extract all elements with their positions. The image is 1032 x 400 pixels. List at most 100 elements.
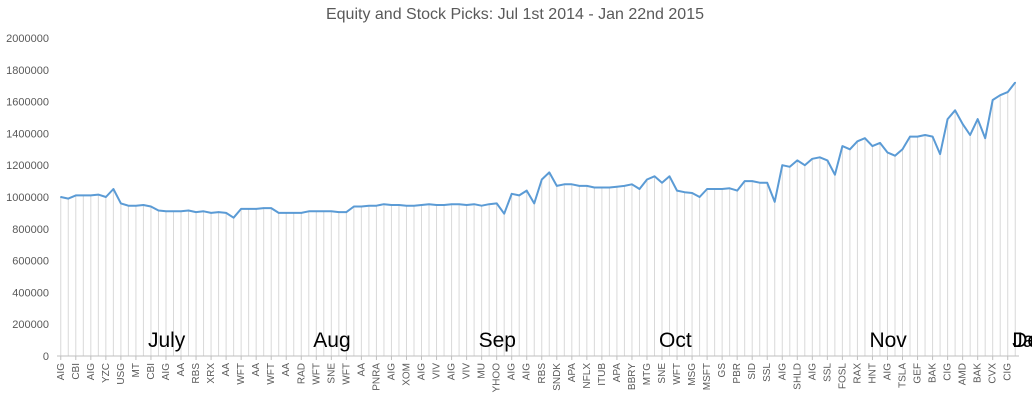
data-point [939,153,941,155]
data-point [909,135,911,138]
month-label: Aug [313,329,350,352]
x-tick-label: YZC [101,363,112,383]
month-label: July [148,329,186,352]
data-point [82,194,85,197]
x-tick-label: AA [251,363,262,377]
data-point [916,135,919,138]
equity-series [59,81,1017,219]
data-point [849,148,851,151]
x-tick-label: AMD [958,363,969,385]
data-point [285,212,288,214]
data-point [984,137,986,139]
x-tick-label: YHOO [492,363,503,393]
data-point [525,189,528,192]
data-point [864,137,866,139]
data-point [954,109,956,112]
x-tick-label: AIG [56,363,67,380]
x-tick-label: WFT [236,363,247,385]
data-point [135,204,137,207]
x-tick-label: PBR [732,363,743,384]
x-tick-label: RBS [537,363,548,384]
data-point [758,181,761,184]
data-point [578,185,581,187]
data-point [473,203,475,205]
data-point [608,186,611,189]
data-point [811,158,814,160]
data-point [586,185,588,187]
x-tick-label: AA [281,363,292,377]
x-tick-label: AIG [777,363,788,380]
data-point [676,189,678,192]
data-point [307,210,310,213]
month-label: Sep [479,329,516,352]
x-tick-label: CIG [1003,363,1014,381]
data-point [120,202,122,205]
data-point [646,178,648,181]
data-point [653,175,656,178]
data-point [834,173,836,176]
x-tick-label: HNT [867,363,878,384]
data-point [435,204,438,206]
data-point [277,212,280,214]
y-tick-label: 200000 [12,319,49,331]
month-annotations: July Aug Sep Oct Nov DecJan [148,329,1032,352]
data-point [623,185,626,187]
data-point [488,203,490,205]
data-point [74,194,77,197]
data-point [563,183,566,186]
data-point [240,208,242,210]
data-point [886,151,889,154]
data-point [773,200,776,203]
data-point [210,212,212,214]
x-tick-label: AIG [161,363,172,380]
series-line [60,81,1016,219]
data-point [217,211,220,213]
x-tick-label: AIG [386,363,397,380]
x-tick-label: AIG [882,363,893,380]
data-point [90,194,92,197]
data-point [894,154,896,157]
data-point [368,204,370,207]
data-point [375,204,378,207]
data-point [698,196,701,198]
x-tick-label: AIG [522,363,533,380]
data-point [105,196,107,198]
x-tick-label: SNDK [552,363,563,391]
chart-title: Equity and Stock Picks: Jul 1st 2014 - J… [326,6,704,23]
y-tick-label: 1600000 [6,97,49,109]
data-point [127,204,130,207]
x-tick-label: GEF [913,363,924,384]
data-point [270,207,272,209]
data-point [225,212,227,214]
data-point [353,205,355,208]
x-tick-label: AIG [807,363,818,380]
data-point [59,196,62,198]
data-point [503,212,505,215]
data-point [292,212,295,214]
data-point [413,204,415,207]
x-tick-label: MSFT [702,363,713,390]
data-point [991,99,994,101]
x-tick-label: ITUB [597,363,608,386]
data-point [728,187,731,190]
data-point [262,207,265,209]
data-point [383,203,385,205]
data-point [826,159,829,162]
data-point [495,202,498,205]
data-point [841,145,844,147]
x-tick-label: AA [176,363,187,377]
x-tick-label: SID [747,363,758,380]
data-point [202,210,205,213]
x-tick-label: NFLX [582,363,593,389]
data-point [518,194,521,197]
x-tick-label: AA [356,363,367,377]
data-point [879,142,881,144]
month-label: Jan [1012,329,1032,352]
data-point [743,180,746,182]
data-point [232,216,235,219]
data-point [788,165,791,168]
data-point [961,123,964,125]
data-point [458,203,460,205]
x-tick-label: AA [221,363,232,377]
